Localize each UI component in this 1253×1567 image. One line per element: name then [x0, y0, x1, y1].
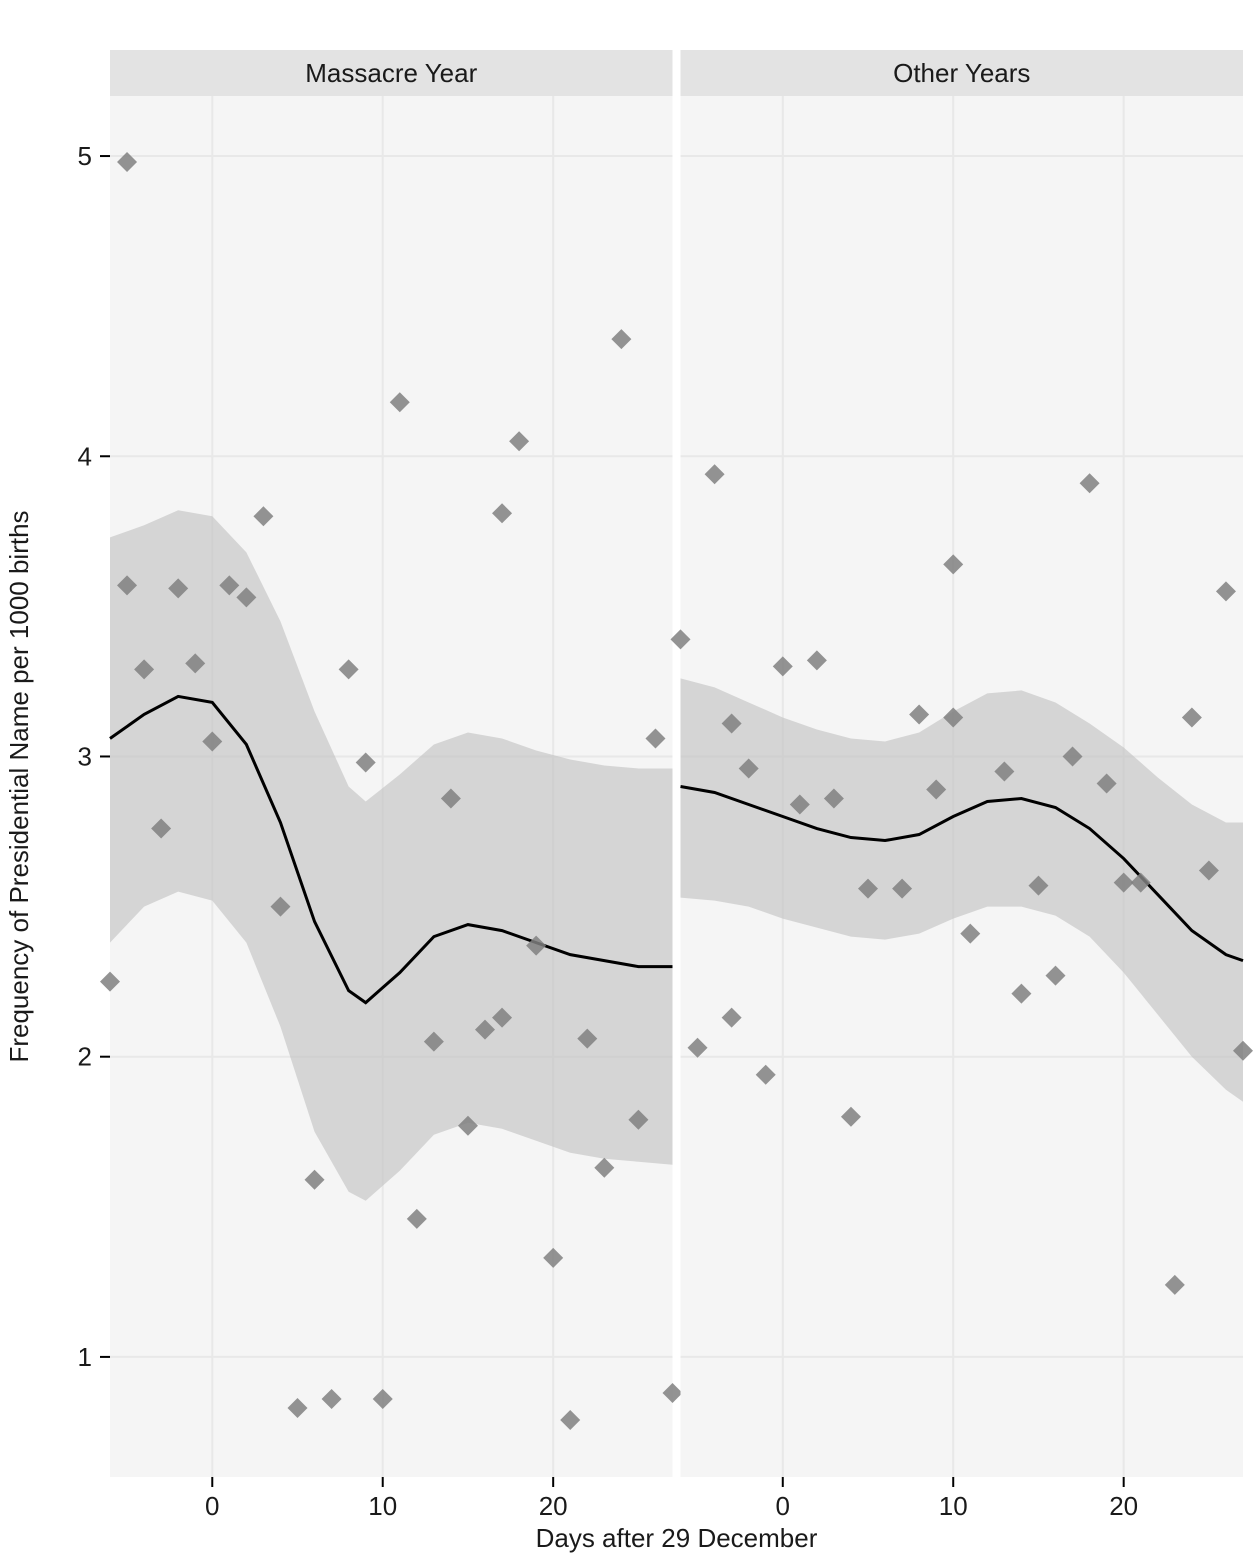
x-tick-label: 10: [939, 1491, 968, 1521]
x-tick-label: 10: [368, 1491, 397, 1521]
x-tick-label: 20: [1109, 1491, 1138, 1521]
y-tick-label: 4: [78, 441, 92, 471]
y-tick-label: 1: [78, 1342, 92, 1372]
chart-container: Massacre Year 0 10 20 Other Years 0 10 20 1 2 3 4 5 D…: [0, 0, 1253, 1567]
x-tick-label: 0: [205, 1491, 219, 1521]
y-tick-label: 2: [78, 1042, 92, 1072]
x-axis-label: Days after 29 December: [536, 1523, 818, 1553]
y-tick-label: 3: [78, 741, 92, 771]
y-tick-label: 5: [78, 141, 92, 171]
y-axis-label: Frequency of Presidential Name per 1000 …: [4, 510, 34, 1062]
facet-title: Massacre Year: [305, 58, 477, 88]
facet-title: Other Years: [893, 58, 1030, 88]
chart-svg: Massacre Year 0 10 20 Other Years 0 10 20 1 2 3 4 5 D…: [0, 0, 1253, 1567]
x-tick-label: 20: [539, 1491, 568, 1521]
x-tick-label: 0: [776, 1491, 790, 1521]
